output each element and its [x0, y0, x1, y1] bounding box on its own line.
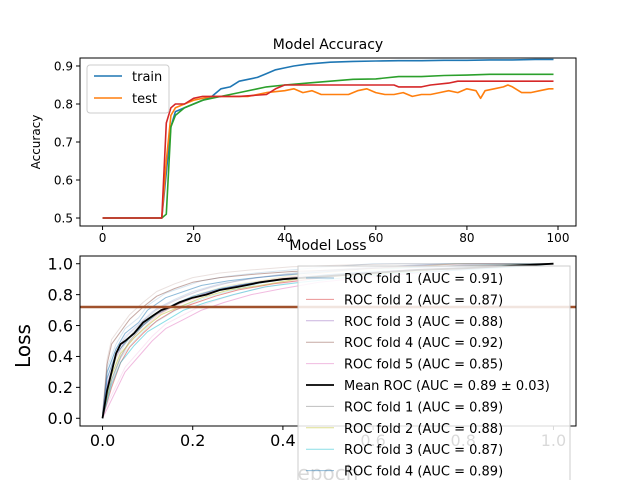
accuracy-x-tick-label: 0 [99, 231, 107, 245]
accuracy-x-tick-label: 40 [277, 231, 292, 245]
loss-y-tick-label: 0.2 [48, 378, 73, 397]
loss-y-tick-label: 1.0 [48, 254, 73, 273]
accuracy-y-axis-label: Accuracy [29, 115, 43, 170]
legend-label-train: train [132, 70, 162, 85]
roc-fold-band-6 [102, 263, 554, 414]
accuracy-chart: 0 20 40 60 80 100 0.5 0.6 0.7 0.8 0.9 Model Accura… [29, 37, 577, 245]
roc-legend-label-8: ROC fold 2 (AUC = 0.88) [344, 422, 503, 437]
loss-x-tick-label: 0.2 [180, 431, 205, 450]
accuracy-y-tick-label: 0.6 [54, 173, 73, 187]
accuracy-chart-title: Model Accuracy [273, 37, 383, 53]
accuracy-x-tick-label: 100 [547, 231, 570, 245]
roc-legend-box [297, 265, 571, 480]
accuracy-x-tick-label: 20 [186, 231, 201, 245]
roc-fold-band-9 [102, 263, 554, 414]
loss-y-tick-label: 0.4 [48, 347, 73, 366]
roc-legend-label-10: ROC fold 4 (AUC = 0.89) [344, 465, 503, 480]
loss-x-tick-label: 0.0 [90, 431, 115, 450]
accuracy-x-tick-label: 60 [368, 231, 383, 245]
accuracy-series-line-4 [102, 80, 554, 219]
roc-legend-label-5: ROC fold 5 (AUC = 0.85) [344, 358, 503, 373]
accuracy-plot-frame [79, 57, 577, 227]
loss-y-tick-label: 0.8 [48, 285, 73, 304]
accuracy-x-tick-label: 80 [459, 231, 474, 245]
accuracy-y-tick-label: 0.7 [54, 135, 73, 149]
roc-legend-label-3: ROC fold 3 (AUC = 0.88) [344, 315, 503, 330]
roc-fold-band-4 [102, 263, 554, 414]
loss-chart-title: Model Loss [289, 238, 366, 254]
roc-legend-label-7: ROC fold 1 (AUC = 0.89) [344, 400, 503, 415]
accuracy-y-tick-label: 0.8 [54, 97, 73, 111]
loss-y-axis-label: Loss [11, 324, 35, 368]
accuracy-y-tick-label: 0.5 [54, 211, 73, 225]
legend-label-test: test [132, 92, 157, 107]
accuracy-legend: train test [86, 64, 170, 114]
loss-y-tick-label: 0.6 [48, 316, 73, 335]
accuracy-legend-box [86, 64, 170, 114]
roc-legend-label-2: ROC fold 2 (AUC = 0.87) [344, 293, 503, 308]
roc-legend-label-9: ROC fold 3 (AUC = 0.87) [344, 443, 503, 458]
roc-legend-label-1: ROC fold 1 (AUC = 0.91) [344, 272, 503, 287]
accuracy-y-tick-label: 0.9 [54, 59, 73, 73]
roc-legend-label-4: ROC fold 4 (AUC = 0.92) [344, 336, 503, 351]
loss-y-tick-label: 0.0 [48, 409, 73, 428]
loss-x-tick-label: 0.4 [270, 431, 295, 450]
roc-legend-label-6: Mean ROC (AUC = 0.89 ± 0.03) [344, 379, 550, 394]
roc-legend: ROC fold 1 (AUC = 0.91) ROC fold 2 (AUC =… [297, 265, 571, 480]
loss-chart: 0.00.20.40.60.81.00.00.20.40.60.81.0 Mod… [11, 238, 577, 480]
